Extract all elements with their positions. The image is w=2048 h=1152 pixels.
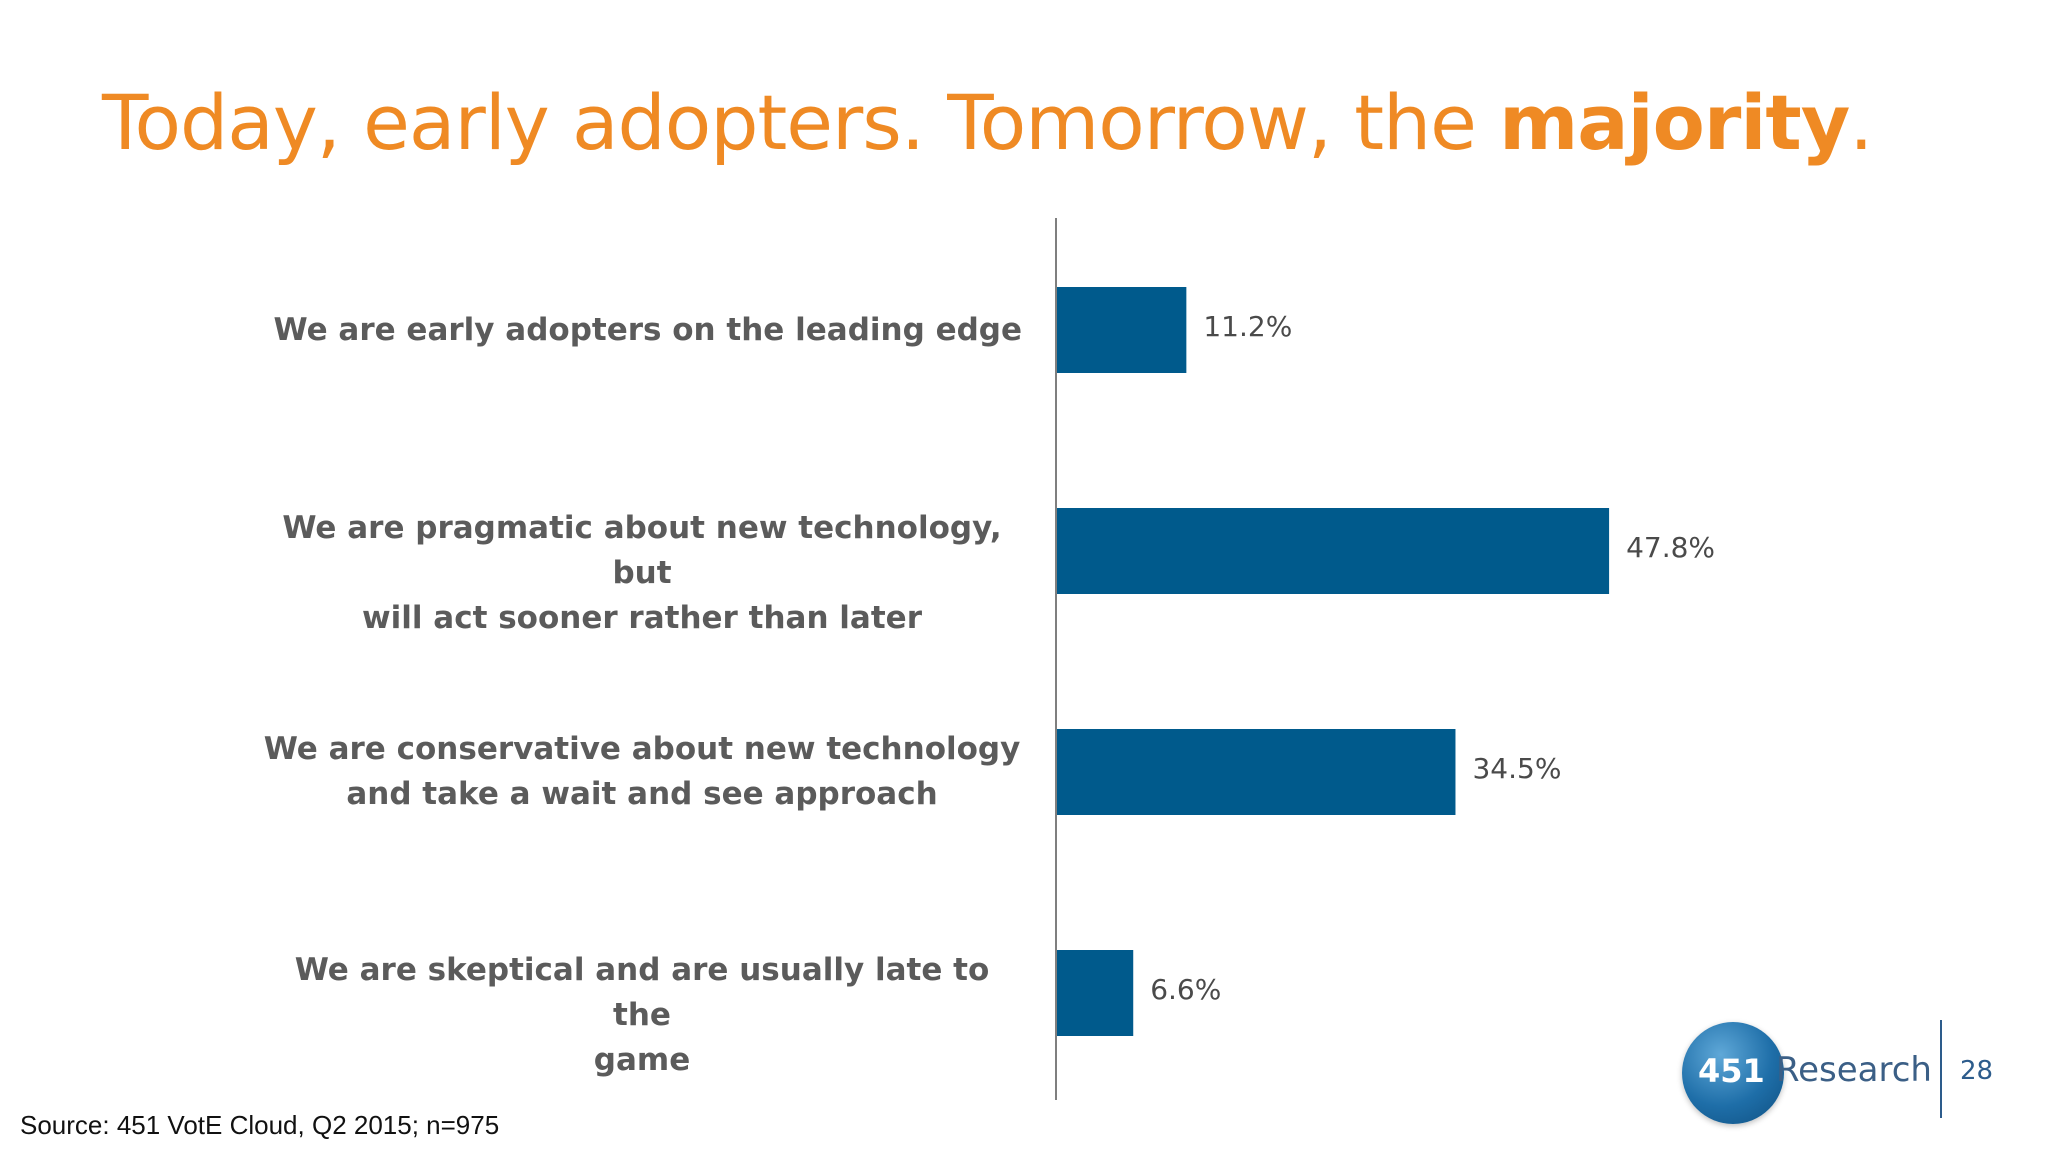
category-label-3: We are skeptical and are usually late to…: [262, 948, 1022, 1083]
value-label-3: 6.6%: [1150, 973, 1222, 1006]
category-label-0-line-0: We are early adopters on the leading edg…: [273, 311, 1023, 348]
bar-0: [1057, 287, 1187, 373]
source-note: Source: 451 VotE Cloud, Q2 2015; n=975: [20, 1110, 500, 1140]
category-label-3-line-1: game: [593, 1042, 691, 1078]
value-label-0: 11.2%: [1203, 310, 1293, 343]
slide-title: Today, early adopters. Tomorrow, the maj…: [102, 78, 1873, 167]
value-label-2: 34.5%: [1472, 752, 1562, 785]
category-label-2-line-1: and take a wait and see approach: [346, 776, 938, 812]
category-label-1: We are pragmatic about new technology, b…: [262, 506, 1022, 641]
bar-2: [1057, 729, 1456, 815]
page-number: 28: [1960, 1056, 1994, 1086]
logo-451-research: [1682, 1022, 1784, 1124]
category-label-3-line-0: We are skeptical and are usually late to…: [294, 952, 990, 1033]
bar-3: [1057, 950, 1134, 1036]
category-label-1-line-0: We are pragmatic about new technology, b…: [282, 510, 1002, 591]
category-label-2-line-0: We are conservative about new technology: [263, 731, 1021, 767]
logo-word: Research: [1776, 1050, 1932, 1090]
footer-divider: [1940, 1020, 1942, 1118]
title-suffix: .: [1849, 78, 1873, 167]
category-label-0: We are early adopters on the leading edg…: [262, 308, 1023, 353]
bar-1: [1057, 508, 1610, 594]
category-label-1-line-1: will act sooner rather than later: [362, 600, 922, 636]
value-label-1: 47.8%: [1626, 531, 1716, 564]
title-prefix: Today, early adopters. Tomorrow, the: [102, 78, 1500, 167]
title-emphasis: majority: [1499, 78, 1850, 167]
logo-number: 451: [1698, 1052, 1765, 1090]
category-label-2: We are conservative about new technology…: [262, 727, 1022, 817]
